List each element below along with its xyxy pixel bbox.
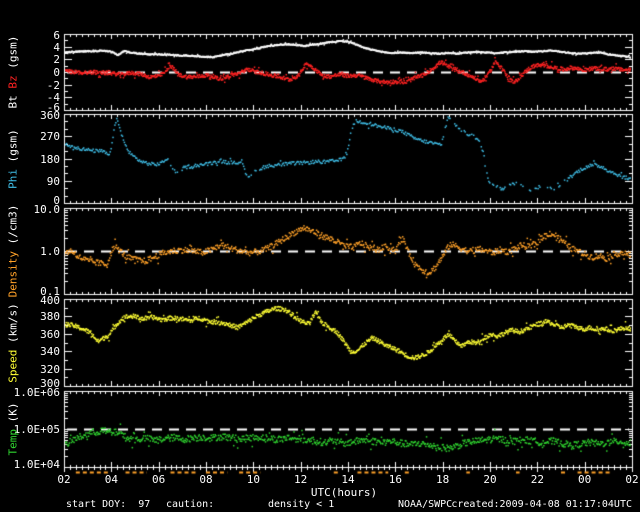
x-tick-label: 02 <box>57 473 71 486</box>
x-tick-label: 08 <box>199 473 213 486</box>
y-axis-label: Density (/cm3) <box>6 204 20 298</box>
x-axis-title: UTC(hours) <box>310 486 378 499</box>
x-tick-label: 02 <box>625 473 639 486</box>
y-tick-label: -2 <box>46 78 60 92</box>
y-axis-label: Bt Bz (gsm) <box>6 35 20 109</box>
y-tick-label: 300 <box>40 377 60 390</box>
y-axis-label-part: Temp <box>6 429 20 456</box>
x-tick-label: 00 <box>578 473 592 486</box>
x-tick-label: 22 <box>530 473 544 486</box>
y-tick-label: 340 <box>40 345 60 359</box>
y-axis-label: Temp (K) <box>6 402 20 456</box>
y-axis-label: Phi (gsm) <box>6 128 20 189</box>
y-axis-label: Speed (km/s) <box>6 302 20 383</box>
y-tick-label: 380 <box>40 310 60 324</box>
x-tick-label: 04 <box>104 473 118 486</box>
y-tick-label: 1.0E+06 <box>13 386 60 399</box>
y-axis-label-part: (K) <box>6 402 20 429</box>
agency-label: NOAA/SWPC <box>398 499 453 510</box>
y-axis-label-part: Density <box>6 251 20 298</box>
y-tick-label: 320 <box>40 362 60 376</box>
y-axis-label-part: Bt <box>6 88 20 109</box>
y-tick-label: 1.0E+04 <box>13 458 60 471</box>
y-axis-label-part: (gsm) <box>6 35 20 76</box>
x-tick-label: 16 <box>388 473 402 486</box>
x-tick-label: 06 <box>152 473 166 486</box>
y-axis-label-part: Speed <box>6 349 20 383</box>
y-axis-label-part: (gsm) <box>6 128 20 169</box>
y-tick-label: 360 <box>40 109 60 122</box>
y-axis-label-part: Bz <box>6 75 20 89</box>
y-tick-label: 6 <box>53 29 60 42</box>
created-timestamp: created:2009-04-08 01:17:04UTC <box>451 499 632 510</box>
x-tick-label: 14 <box>341 473 355 486</box>
y-tick-label: 0 <box>53 194 60 207</box>
x-tick-label: 20 <box>483 473 497 486</box>
start-doy-label: start DOY: 97 <box>66 499 151 510</box>
y-tick-label: 1.0 <box>40 245 60 258</box>
caution-value: density < 1 <box>268 499 335 510</box>
y-tick-label: 2 <box>53 53 60 67</box>
caution-label: caution: <box>166 499 215 510</box>
y-tick-label: 270 <box>40 130 60 144</box>
y-tick-label: 360 <box>40 327 60 341</box>
y-tick-label: 90 <box>46 174 60 188</box>
x-tick-label: 18 <box>436 473 450 486</box>
y-axis-label-part: (km/s) <box>6 302 20 350</box>
y-tick-label: 0 <box>53 66 60 79</box>
x-tick-label: 12 <box>294 473 308 486</box>
y-axis-label-part: Phi <box>6 168 20 189</box>
y-tick-label: -6 <box>46 101 60 114</box>
x-tick-label: 10 <box>246 473 260 486</box>
y-tick-label: 1.0E+05 <box>13 423 60 436</box>
y-tick-label: 10.0 <box>33 203 61 216</box>
y-tick-label: 400 <box>40 294 60 307</box>
y-tick-label: 0.1 <box>40 285 60 298</box>
y-tick-label: -4 <box>46 91 60 105</box>
y-axis-label-part: (/cm3) <box>6 204 20 251</box>
y-tick-label: 180 <box>40 152 60 166</box>
y-tick-label: 4 <box>53 40 60 54</box>
